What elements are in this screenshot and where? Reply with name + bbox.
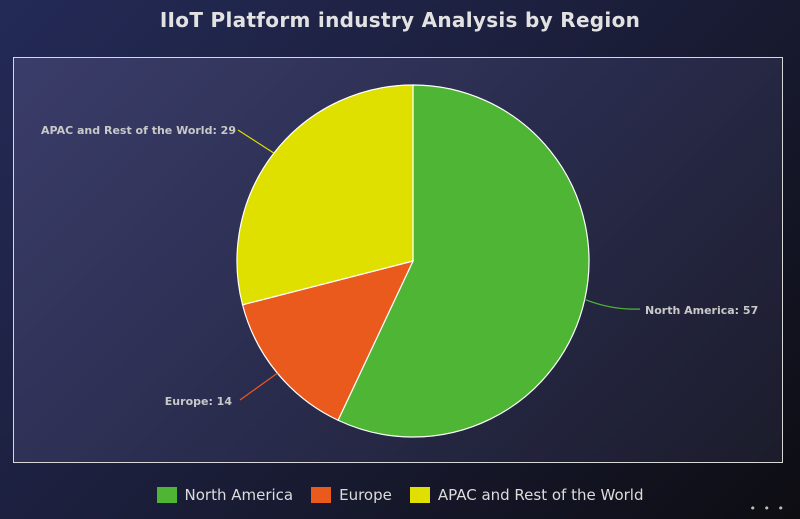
leader-line-apac-and-rest-of-the-world (237, 129, 275, 154)
legend-item-north-america[interactable]: North America (156, 486, 294, 504)
legend-swatch-north-america (156, 487, 177, 503)
leader-line-europe (239, 372, 278, 401)
legend-item-apac[interactable]: APAC and Rest of the World (409, 486, 644, 504)
legend-label-europe: Europe (339, 486, 392, 504)
legend-label-north-america: North America (184, 486, 294, 504)
pie-slice-europe[interactable] (241, 260, 415, 422)
legend-swatch-apac (409, 487, 430, 503)
pie-slice-north-america[interactable] (337, 84, 590, 438)
more-dots-icon: • • • (749, 502, 786, 515)
leader-line-north-america (584, 298, 641, 310)
legend: North America Europe APAC and Rest of th… (0, 486, 800, 504)
data-label-apac-and-rest-of-the-world: APAC and Rest of the World: 29 (41, 124, 236, 137)
legend-label-apac: APAC and Rest of the World (437, 486, 644, 504)
legend-swatch-europe (311, 487, 332, 503)
legend-item-europe[interactable]: Europe (311, 486, 392, 504)
data-label-north-america: North America: 57 (645, 304, 758, 317)
data-label-europe: Europe: 14 (165, 395, 233, 408)
chart-title: IIoT Platform industry Analysis by Regio… (159, 8, 641, 32)
